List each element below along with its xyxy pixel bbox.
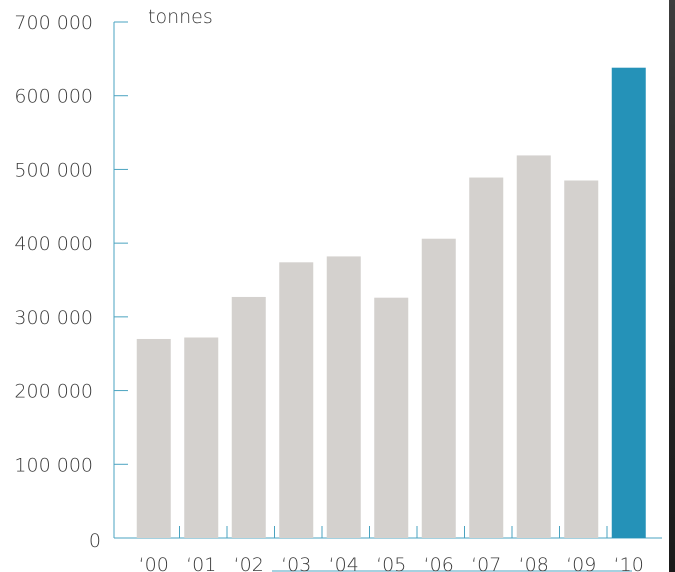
- x-tick-label: ‘03: [281, 554, 311, 572]
- x-tick-label: ‘09: [566, 554, 596, 572]
- y-tick-label: 300 000: [14, 307, 93, 329]
- y-tick-label: 200 000: [14, 381, 93, 403]
- x-tick-label: ‘04: [329, 554, 359, 572]
- bar: [611, 67, 646, 539]
- y-tick-label: 400 000: [14, 233, 93, 255]
- x-tick-label: ‘05: [376, 554, 406, 572]
- window-edge: [669, 0, 675, 572]
- y-tick-label: 100 000: [14, 454, 93, 476]
- bar: [231, 296, 266, 538]
- bar: [326, 256, 361, 538]
- bar: [279, 262, 314, 538]
- y-tick-label: 600 000: [14, 86, 93, 108]
- unit-label: tonnes: [148, 6, 213, 28]
- bar: [421, 238, 456, 538]
- bar: [184, 337, 219, 538]
- y-tick-label: 700 000: [14, 12, 93, 34]
- x-tick-label: ‘10: [614, 554, 644, 572]
- x-tick-label: ‘08: [519, 554, 549, 572]
- bar: [374, 297, 409, 538]
- y-tick-label: 500 000: [14, 159, 93, 181]
- x-tick-label: ‘00: [139, 554, 169, 572]
- x-tick-label: ‘02: [234, 554, 264, 572]
- bar: [564, 180, 599, 538]
- bar: [136, 338, 171, 538]
- x-tick-label: ‘07: [471, 554, 501, 572]
- x-tick-label: ‘06: [424, 554, 454, 572]
- bar: [469, 177, 504, 538]
- x-tick-label: ‘01: [186, 554, 216, 572]
- bar: [516, 155, 551, 538]
- y-tick-label: 0: [89, 530, 101, 552]
